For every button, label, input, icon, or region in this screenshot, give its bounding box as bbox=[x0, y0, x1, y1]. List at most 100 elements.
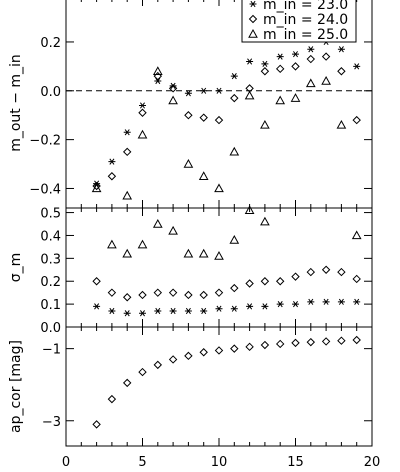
data-point-diamond bbox=[168, 355, 178, 364]
y-tick-label: 0.1 bbox=[40, 298, 61, 313]
y-tick-label: 0.5 bbox=[40, 207, 61, 222]
data-point-diamond bbox=[260, 277, 270, 286]
series-1 bbox=[93, 38, 361, 187]
data-point-triangle bbox=[137, 129, 148, 139]
data-point-diamond bbox=[153, 360, 163, 370]
data-point-diamond bbox=[184, 290, 193, 300]
series-1 bbox=[92, 335, 361, 429]
data-point-triangle bbox=[351, 230, 362, 240]
y-tick-label: −0.2 bbox=[29, 134, 61, 149]
x-tick-label: 5 bbox=[138, 455, 146, 470]
data-point-triangle bbox=[152, 66, 163, 75]
data-point-diamond bbox=[214, 115, 224, 125]
y-tick-label: 0.0 bbox=[40, 85, 61, 100]
data-point-triangle bbox=[107, 239, 117, 249]
data-point-diamond bbox=[138, 290, 147, 300]
y-tick-label: −3 bbox=[42, 415, 61, 430]
data-point-asterisk bbox=[322, 298, 330, 305]
data-point-diamond bbox=[337, 67, 346, 76]
data-point-diamond bbox=[352, 274, 361, 284]
data-point-asterisk bbox=[154, 307, 162, 315]
data-point-diamond bbox=[107, 288, 117, 297]
data-point-diamond bbox=[92, 277, 101, 286]
series-2 bbox=[92, 265, 361, 302]
data-point-triangle bbox=[336, 119, 347, 129]
data-point-diamond bbox=[107, 394, 117, 404]
data-point-triangle bbox=[183, 248, 194, 258]
data-point-triangle bbox=[214, 251, 224, 260]
data-point-diamond bbox=[352, 335, 361, 345]
data-point-asterisk bbox=[200, 307, 208, 315]
panel-3: −3 −1 0 5 10 15 20 ap_cor [mag] bbox=[8, 326, 381, 470]
data-point-triangle bbox=[229, 146, 240, 156]
data-point-diamond bbox=[337, 336, 346, 345]
y-tick-label: 0.2 bbox=[40, 275, 61, 290]
data-point-diamond bbox=[245, 279, 254, 288]
y-tick-label: −0.4 bbox=[29, 182, 61, 197]
data-point-asterisk bbox=[169, 307, 177, 315]
data-point-triangle bbox=[122, 190, 133, 200]
data-point-diamond bbox=[92, 181, 101, 191]
data-point-asterisk bbox=[230, 73, 238, 80]
data-point-diamond bbox=[199, 290, 208, 300]
data-point-asterisk bbox=[261, 303, 269, 310]
data-point-triangle bbox=[321, 75, 331, 85]
x-tick-label: 15 bbox=[287, 455, 304, 470]
data-point-diamond bbox=[199, 113, 208, 122]
data-point-asterisk bbox=[108, 158, 116, 165]
legend-marker-diamond bbox=[248, 14, 258, 24]
data-point-triangle bbox=[198, 248, 209, 258]
data-point-diamond bbox=[92, 420, 101, 429]
series-3 bbox=[91, 66, 347, 200]
data-point-diamond bbox=[260, 340, 270, 350]
data-point-asterisk bbox=[169, 82, 177, 90]
data-point-diamond bbox=[291, 62, 300, 71]
panel-2: 0.0 0.1 0.2 0.3 0.4 0.5 σ_m bbox=[8, 205, 373, 336]
data-point-diamond bbox=[122, 378, 132, 388]
data-point-asterisk bbox=[184, 90, 192, 97]
data-point-asterisk bbox=[93, 303, 101, 310]
data-point-asterisk bbox=[292, 301, 299, 308]
data-point-diamond bbox=[122, 147, 132, 157]
data-point-diamond bbox=[321, 265, 331, 274]
y-tick-label: 0.0 bbox=[40, 321, 61, 336]
data-point-asterisk bbox=[154, 77, 162, 85]
legend-box bbox=[241, 0, 357, 43]
data-point-triangle bbox=[305, 78, 316, 88]
data-point-diamond bbox=[275, 277, 285, 286]
series-2 bbox=[92, 52, 361, 191]
data-point-diamond bbox=[107, 172, 117, 181]
data-point-diamond bbox=[260, 67, 270, 76]
x-tick-label: 20 bbox=[364, 455, 381, 470]
y-axis-label: m_out − m_in bbox=[8, 54, 24, 152]
legend-entry: m_in = 23.0 bbox=[263, 0, 348, 13]
data-point-diamond bbox=[214, 288, 224, 297]
data-point-diamond bbox=[306, 54, 316, 64]
y-tick-label: 0.4 bbox=[40, 229, 61, 244]
data-point-diamond bbox=[230, 93, 239, 103]
data-point-triangle bbox=[137, 239, 148, 249]
data-point-asterisk bbox=[139, 310, 146, 317]
data-point-triangle bbox=[198, 171, 209, 180]
data-point-asterisk bbox=[215, 87, 223, 94]
data-point-diamond bbox=[214, 346, 224, 355]
data-point-asterisk bbox=[276, 301, 284, 308]
data-point-triangle bbox=[183, 159, 194, 168]
data-point-asterisk bbox=[123, 310, 131, 317]
data-point-asterisk bbox=[276, 53, 284, 60]
data-point-triangle bbox=[290, 93, 301, 102]
data-point-diamond bbox=[291, 272, 300, 281]
data-point-asterisk bbox=[307, 298, 315, 305]
data-point-asterisk bbox=[337, 298, 345, 305]
x-tick-label: 10 bbox=[211, 455, 228, 470]
data-point-triangle bbox=[168, 95, 178, 105]
y-tick-label: −1 bbox=[42, 343, 61, 358]
data-point-asterisk bbox=[307, 46, 315, 53]
data-point-diamond bbox=[168, 288, 178, 297]
data-point-diamond bbox=[138, 367, 147, 377]
y-axis-label: ap_cor [mag] bbox=[8, 340, 24, 433]
x-tick-label: 0 bbox=[62, 455, 70, 470]
data-point-diamond bbox=[122, 293, 132, 302]
data-point-asterisk bbox=[292, 51, 299, 58]
